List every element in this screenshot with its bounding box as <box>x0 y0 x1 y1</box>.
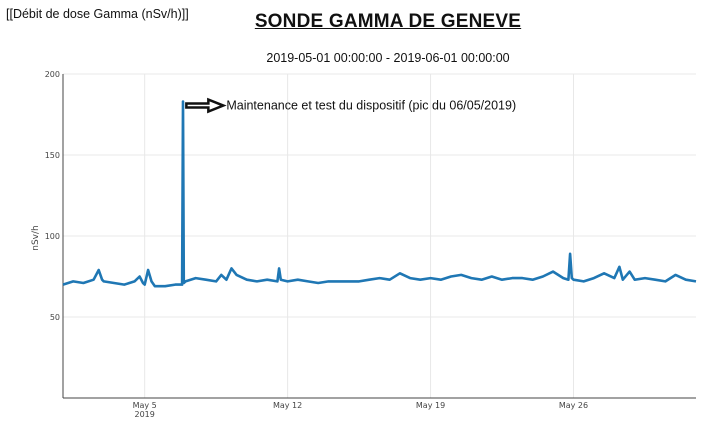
annotation-group: Maintenance et test du dispositif (pic d… <box>185 97 516 114</box>
y-tick-labels: 50 100 150 200 <box>45 70 60 322</box>
y-tick-label: 200 <box>45 70 60 79</box>
x-tick-year-label: 2019 <box>134 410 154 419</box>
series-line <box>62 100 697 288</box>
corner-label: [[Débit de dose Gamma (nSv/h)]] <box>6 7 189 21</box>
annotation-text: Maintenance et test du dispositif (pic d… <box>226 99 516 113</box>
y-tick-label: 150 <box>45 151 60 160</box>
x-tick-label: May 5 <box>133 401 157 410</box>
chart-subtitle: 2019-05-01 00:00:00 - 2019-06-01 00:00:0… <box>266 51 510 65</box>
y-tick-label: 100 <box>45 232 60 241</box>
x-tick-label: May 12 <box>273 401 302 410</box>
chart-title: SONDE GAMMA DE GENEVE <box>254 11 522 32</box>
annotation-arrow <box>185 97 227 114</box>
x-tick-label: May 26 <box>559 401 588 410</box>
axes <box>62 74 696 399</box>
y-tick-label: 50 <box>50 313 60 322</box>
x-tick-label: May 19 <box>416 401 445 410</box>
y-axis-label: nSv/h <box>31 225 41 250</box>
grid-lines <box>63 73 696 398</box>
series-group <box>62 100 697 288</box>
